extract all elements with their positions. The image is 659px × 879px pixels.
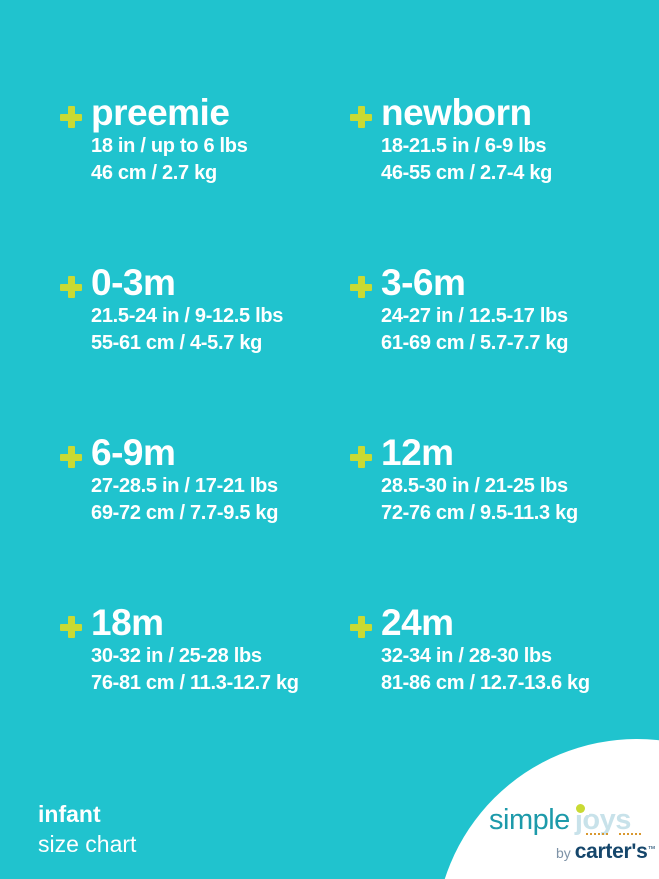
size-entry-newborn: newborn 18-21.5 in / 6-9 lbs 46-55 cm / … <box>350 92 640 266</box>
size-text: 12m 28.5-30 in / 21-25 lbs 72-76 cm / 9.… <box>381 432 578 527</box>
logo-dotted-underline-icon <box>619 833 641 835</box>
size-entry-12m: 12m 28.5-30 in / 21-25 lbs 72-76 cm / 9.… <box>350 432 640 606</box>
size-label: 24m <box>381 602 454 643</box>
logo-trademark: ™ <box>647 844 656 854</box>
plus-icon <box>350 616 372 638</box>
plus-icon <box>60 106 82 128</box>
size-text: preemie 18 in / up to 6 lbs 46 cm / 2.7 … <box>91 92 248 187</box>
plus-icon <box>60 276 82 298</box>
size-details: 18-21.5 in / 6-9 lbs 46-55 cm / 2.7-4 kg <box>381 133 552 187</box>
size-entry-6-9m: 6-9m 27-28.5 in / 17-21 lbs 69-72 cm / 7… <box>60 432 350 606</box>
size-metric: 69-72 cm / 7.7-9.5 kg <box>91 502 279 524</box>
size-label: 12m <box>381 432 454 473</box>
footer: infant size chart <box>38 799 136 859</box>
size-imperial: 24-27 in / 12.5-17 lbs <box>381 305 568 327</box>
logo-brand-text: carter's <box>574 840 648 863</box>
size-metric: 81-86 cm / 12.7-13.6 kg <box>381 672 590 694</box>
size-text: 3-6m 24-27 in / 12.5-17 lbs 61-69 cm / 5… <box>381 262 568 357</box>
size-details: 21.5-24 in / 9-12.5 lbs 55-61 cm / 4-5.7… <box>91 303 283 357</box>
size-entry-3-6m: 3-6m 24-27 in / 12.5-17 lbs 61-69 cm / 5… <box>350 262 640 436</box>
size-label: 0-3m <box>91 262 176 303</box>
size-details: 30-32 in / 25-28 lbs 76-81 cm / 11.3-12.… <box>91 643 299 697</box>
size-label: 18m <box>91 602 164 643</box>
size-text: newborn 18-21.5 in / 6-9 lbs 46-55 cm / … <box>381 92 552 187</box>
size-metric: 61-69 cm / 5.7-7.7 kg <box>381 332 569 354</box>
plus-icon <box>60 616 82 638</box>
size-entry-24m: 24m 32-34 in / 28-30 lbs 81-86 cm / 12.7… <box>350 602 640 776</box>
footer-subtitle: size chart <box>38 831 137 857</box>
size-label: 3-6m <box>381 262 466 303</box>
size-label: newborn <box>381 92 532 133</box>
brand-logo: simple joys <box>489 806 631 835</box>
size-metric: 76-81 cm / 11.3-12.7 kg <box>91 672 299 694</box>
size-label: preemie <box>91 92 230 133</box>
size-entry-0-3m: 0-3m 21.5-24 in / 9-12.5 lbs 55-61 cm / … <box>60 262 350 436</box>
plus-icon <box>350 446 372 468</box>
size-details: 27-28.5 in / 17-21 lbs 69-72 cm / 7.7-9.… <box>91 473 278 527</box>
size-imperial: 32-34 in / 28-30 lbs <box>381 645 552 667</box>
size-label: 6-9m <box>91 432 176 473</box>
size-text: 6-9m 27-28.5 in / 17-21 lbs 69-72 cm / 7… <box>91 432 278 527</box>
size-metric: 46 cm / 2.7 kg <box>91 162 217 184</box>
size-metric: 72-76 cm / 9.5-11.3 kg <box>381 502 578 524</box>
size-details: 32-34 in / 28-30 lbs 81-86 cm / 12.7-13.… <box>381 643 590 697</box>
size-entry-preemie: preemie 18 in / up to 6 lbs 46 cm / 2.7 … <box>60 92 350 266</box>
size-text: 0-3m 21.5-24 in / 9-12.5 lbs 55-61 cm / … <box>91 262 283 357</box>
plus-icon <box>60 446 82 468</box>
size-metric: 55-61 cm / 4-5.7 kg <box>91 332 263 354</box>
size-imperial: 27-28.5 in / 17-21 lbs <box>91 475 278 497</box>
logo-word-simple: simple <box>489 804 570 836</box>
footer-title: infant <box>38 801 101 827</box>
size-details: 28.5-30 in / 21-25 lbs 72-76 cm / 9.5-11… <box>381 473 578 527</box>
size-imperial: 18-21.5 in / 6-9 lbs <box>381 135 547 157</box>
size-entry-18m: 18m 30-32 in / 25-28 lbs 76-81 cm / 11.3… <box>60 602 350 776</box>
size-imperial: 21.5-24 in / 9-12.5 lbs <box>91 305 284 327</box>
size-text: 18m 30-32 in / 25-28 lbs 76-81 cm / 11.3… <box>91 602 299 697</box>
logo-j-dot-icon <box>576 804 585 813</box>
logo-by-text: by <box>556 845 571 861</box>
size-imperial: 28.5-30 in / 21-25 lbs <box>381 475 568 497</box>
plus-icon <box>350 106 372 128</box>
size-details: 18 in / up to 6 lbs 46 cm / 2.7 kg <box>91 133 248 187</box>
size-text: 24m 32-34 in / 28-30 lbs 81-86 cm / 12.7… <box>381 602 590 697</box>
logo-dotted-underline-icon <box>586 833 608 835</box>
logo-byline: by carter's™ <box>556 840 655 864</box>
size-details: 24-27 in / 12.5-17 lbs 61-69 cm / 5.7-7.… <box>381 303 568 357</box>
size-imperial: 18 in / up to 6 lbs <box>91 135 248 157</box>
size-imperial: 30-32 in / 25-28 lbs <box>91 645 262 667</box>
size-grid: preemie 18 in / up to 6 lbs 46 cm / 2.7 … <box>60 92 640 776</box>
plus-icon <box>350 276 372 298</box>
size-metric: 46-55 cm / 2.7-4 kg <box>381 162 553 184</box>
